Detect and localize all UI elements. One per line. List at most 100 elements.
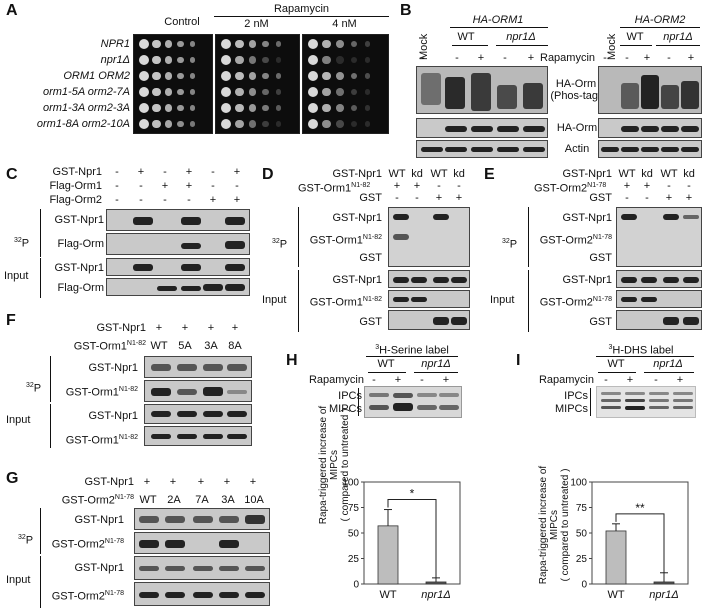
- lane-label: WT: [139, 494, 157, 506]
- g-blot-p-npr1: [134, 508, 270, 530]
- d-blot-label: GST: [359, 316, 382, 328]
- yeast-spot: [221, 55, 231, 65]
- i-tlc-bracket: [590, 388, 591, 416]
- e-row3-label: GST: [589, 192, 612, 204]
- lane-label: WT: [430, 168, 448, 180]
- g-32p-label: 32P: [18, 534, 34, 547]
- yeast-spot: [248, 104, 257, 112]
- spot-plate-control: [133, 34, 213, 134]
- yeast-spot: [177, 104, 184, 112]
- yeast-spot: [221, 103, 231, 113]
- d-blot-in-orm: [388, 290, 470, 308]
- f-blot-label: GST-Npr1: [88, 362, 138, 374]
- lane-label: +: [435, 192, 443, 204]
- h-sign: +: [394, 374, 402, 386]
- yeast-spot: [276, 121, 282, 127]
- b-npr1-line: [496, 45, 548, 46]
- y-tick-label: 50: [348, 529, 360, 540]
- yeast-spot: [262, 72, 269, 80]
- yeast-spot: [350, 88, 357, 96]
- g-bracket-32p: [40, 508, 41, 554]
- yeast-spot: [336, 120, 344, 128]
- lane-label: +: [455, 192, 463, 204]
- d-blot-in-npr1: [388, 270, 470, 288]
- lane-label: -: [415, 192, 419, 204]
- i-npr1-label: npr1Δ: [653, 358, 683, 370]
- yeast-spot: [276, 89, 282, 95]
- lane-label: 3A: [221, 494, 235, 506]
- yeast-spot: [221, 71, 231, 81]
- f-32p-label: 32P: [26, 382, 42, 395]
- yeast-spot: [234, 87, 244, 97]
- yeast-spot: [364, 57, 370, 63]
- e-32p-label: 32P: [502, 238, 518, 251]
- yeast-spot: [151, 87, 161, 97]
- x-category-label: WT: [379, 589, 396, 601]
- lane-label: +: [231, 322, 239, 334]
- e-row2-label: GST-Orm2N1-78: [534, 182, 607, 195]
- g-blot-in-orm: [134, 582, 270, 606]
- yeast-spot: [350, 120, 357, 128]
- lane-label: +: [137, 166, 145, 178]
- lane-label: 2A: [167, 494, 181, 506]
- b-sign: -: [503, 52, 507, 64]
- yeast-spot: [336, 40, 344, 48]
- f-blot-label: GST-Orm1N1-82: [65, 434, 138, 447]
- panel-e-label: E: [484, 166, 495, 183]
- yeast-spot: [248, 120, 257, 128]
- g-blot-p-orm: [134, 532, 270, 554]
- e-blot-in-gst: [616, 310, 702, 330]
- yeast-spot: [322, 119, 331, 129]
- c-row-label: GST-Npr1: [52, 166, 102, 178]
- y-tick-label: 50: [576, 529, 588, 540]
- yeast-spot: [308, 55, 318, 65]
- yeast-spot: [190, 121, 196, 127]
- i-wt-line: [598, 372, 636, 373]
- lane-label: kd: [411, 168, 423, 180]
- lane-label: -: [687, 180, 691, 192]
- significance-bracket: [615, 513, 665, 580]
- yeast-spot: [177, 120, 184, 128]
- f-blot-in-npr1: [144, 404, 252, 424]
- yeast-spot: [139, 87, 149, 97]
- c-row-label: Flag-Orm1: [49, 180, 102, 192]
- c-bracket-32p: [40, 209, 41, 257]
- yeast-spot: [190, 73, 196, 79]
- lane-label: -: [667, 180, 671, 192]
- y-tick-label: 0: [581, 580, 587, 591]
- c-blot-label: GST-Npr1: [54, 262, 104, 274]
- strain-label: orm1-8A orm2-10A: [36, 118, 130, 130]
- panel-a-control-header: Control: [164, 16, 200, 28]
- yeast-spot: [177, 72, 184, 80]
- b-sign: +: [687, 52, 695, 64]
- yeast-spot: [350, 56, 357, 64]
- yeast-spot: [262, 40, 269, 48]
- yeast-spot: [308, 103, 318, 113]
- lane-label: +: [393, 180, 401, 192]
- lane-label: -: [115, 194, 119, 206]
- f-blot-label: GST-Npr1: [88, 410, 138, 422]
- i-header-line: [596, 356, 694, 357]
- yeast-spot: [190, 57, 196, 63]
- f-row2-label: GST-Orm1N1-82: [73, 340, 146, 353]
- bar: [653, 581, 675, 585]
- lane-label: -: [187, 194, 191, 206]
- lane-label: 10A: [244, 494, 264, 506]
- d-input-label: Input: [262, 294, 287, 306]
- y-tick-label: 75: [348, 503, 360, 514]
- yeast-spot: [308, 71, 318, 81]
- lane-label: WT: [388, 168, 406, 180]
- yeast-spot: [190, 41, 196, 47]
- h-sign: +: [442, 374, 450, 386]
- lane-label: +: [207, 322, 215, 334]
- y-tick-label: 0: [353, 580, 359, 591]
- panel-a-label: A: [6, 2, 18, 19]
- b-sign: +: [477, 52, 485, 64]
- e-blot-label: GST-Npr1: [562, 274, 612, 286]
- lane-label: +: [185, 166, 193, 178]
- yeast-spot: [139, 55, 149, 65]
- chart-h: 0 25 50 75 100 WT npr1Δ *: [342, 478, 461, 601]
- yeast-spot: [234, 39, 244, 49]
- strain-label: orm1-5A orm2-7A: [42, 86, 130, 98]
- c-blot-label: Flag-Orm: [57, 282, 104, 294]
